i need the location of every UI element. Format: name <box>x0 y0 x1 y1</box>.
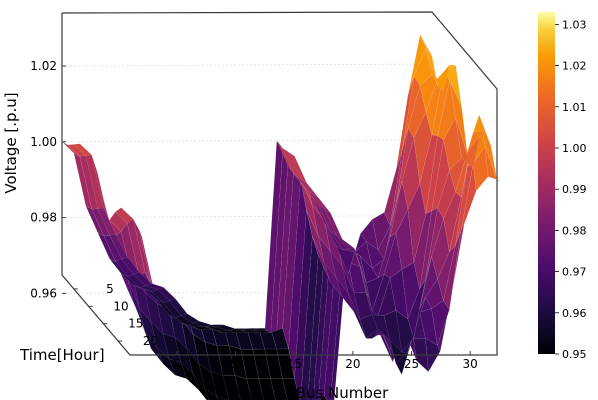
surface-patch <box>425 47 444 91</box>
x-tick-label: 20 <box>345 357 360 371</box>
z-tick-label: 0.98 <box>30 211 57 225</box>
x-axis-title: Bus Number <box>296 384 389 400</box>
colorbar-ticks: 0.95 0.96 0.97 0.98 0.99 1.00 1.01 1.02 1.03 <box>555 18 587 361</box>
x-tick-label: 5 <box>173 357 181 371</box>
x-tick-label: 30 <box>463 357 478 371</box>
colorbar: 0.95 0.96 0.97 0.98 0.99 1.00 1.01 1.02 1.03 <box>538 12 587 361</box>
z-tick-label: 1.02 <box>30 59 57 73</box>
surface-patch <box>419 34 439 87</box>
y-tick-label: 5 <box>106 282 114 296</box>
y-tick-label: 15 <box>128 317 143 331</box>
colorbar-ramp <box>538 12 555 354</box>
colorbar-tick-label: 1.03 <box>562 18 587 31</box>
colorbar-tick-label: 1.02 <box>562 60 587 73</box>
surface-layer <box>61 34 501 400</box>
z-tick-label: 0.96 <box>30 286 57 300</box>
colorbar-tick-label: 0.99 <box>562 183 587 196</box>
x-tick-label: 15 <box>287 357 302 371</box>
z-gridline <box>61 139 431 143</box>
colorbar-tick-label: 0.97 <box>562 266 587 279</box>
surface-patch <box>467 130 486 153</box>
colorbar-tick-label: 0.95 <box>562 348 587 361</box>
y-axis-title: Time[Hour] <box>19 346 105 364</box>
colorbar-tick-label: 1.01 <box>562 101 587 114</box>
axis-frame <box>61 11 498 356</box>
y-tick-label: 10 <box>113 299 128 313</box>
frame-layer <box>61 11 498 356</box>
z-tick-label: 1.00 <box>30 135 57 149</box>
surface-patch <box>484 145 501 181</box>
x-tick-label: 25 <box>404 357 419 371</box>
z-gridline <box>61 63 431 67</box>
x-tick-label: 10 <box>228 357 243 371</box>
z-gridline <box>61 291 431 294</box>
y-tick-label: 20 <box>143 334 158 348</box>
colorbar-tick-label: 1.00 <box>562 142 587 155</box>
surface-patch <box>192 373 210 400</box>
z-axis-title: Voltage [.p.u] <box>2 92 20 193</box>
colorbar-tick-label: 0.96 <box>562 307 587 320</box>
colorbar-tick-label: 0.98 <box>562 224 587 237</box>
